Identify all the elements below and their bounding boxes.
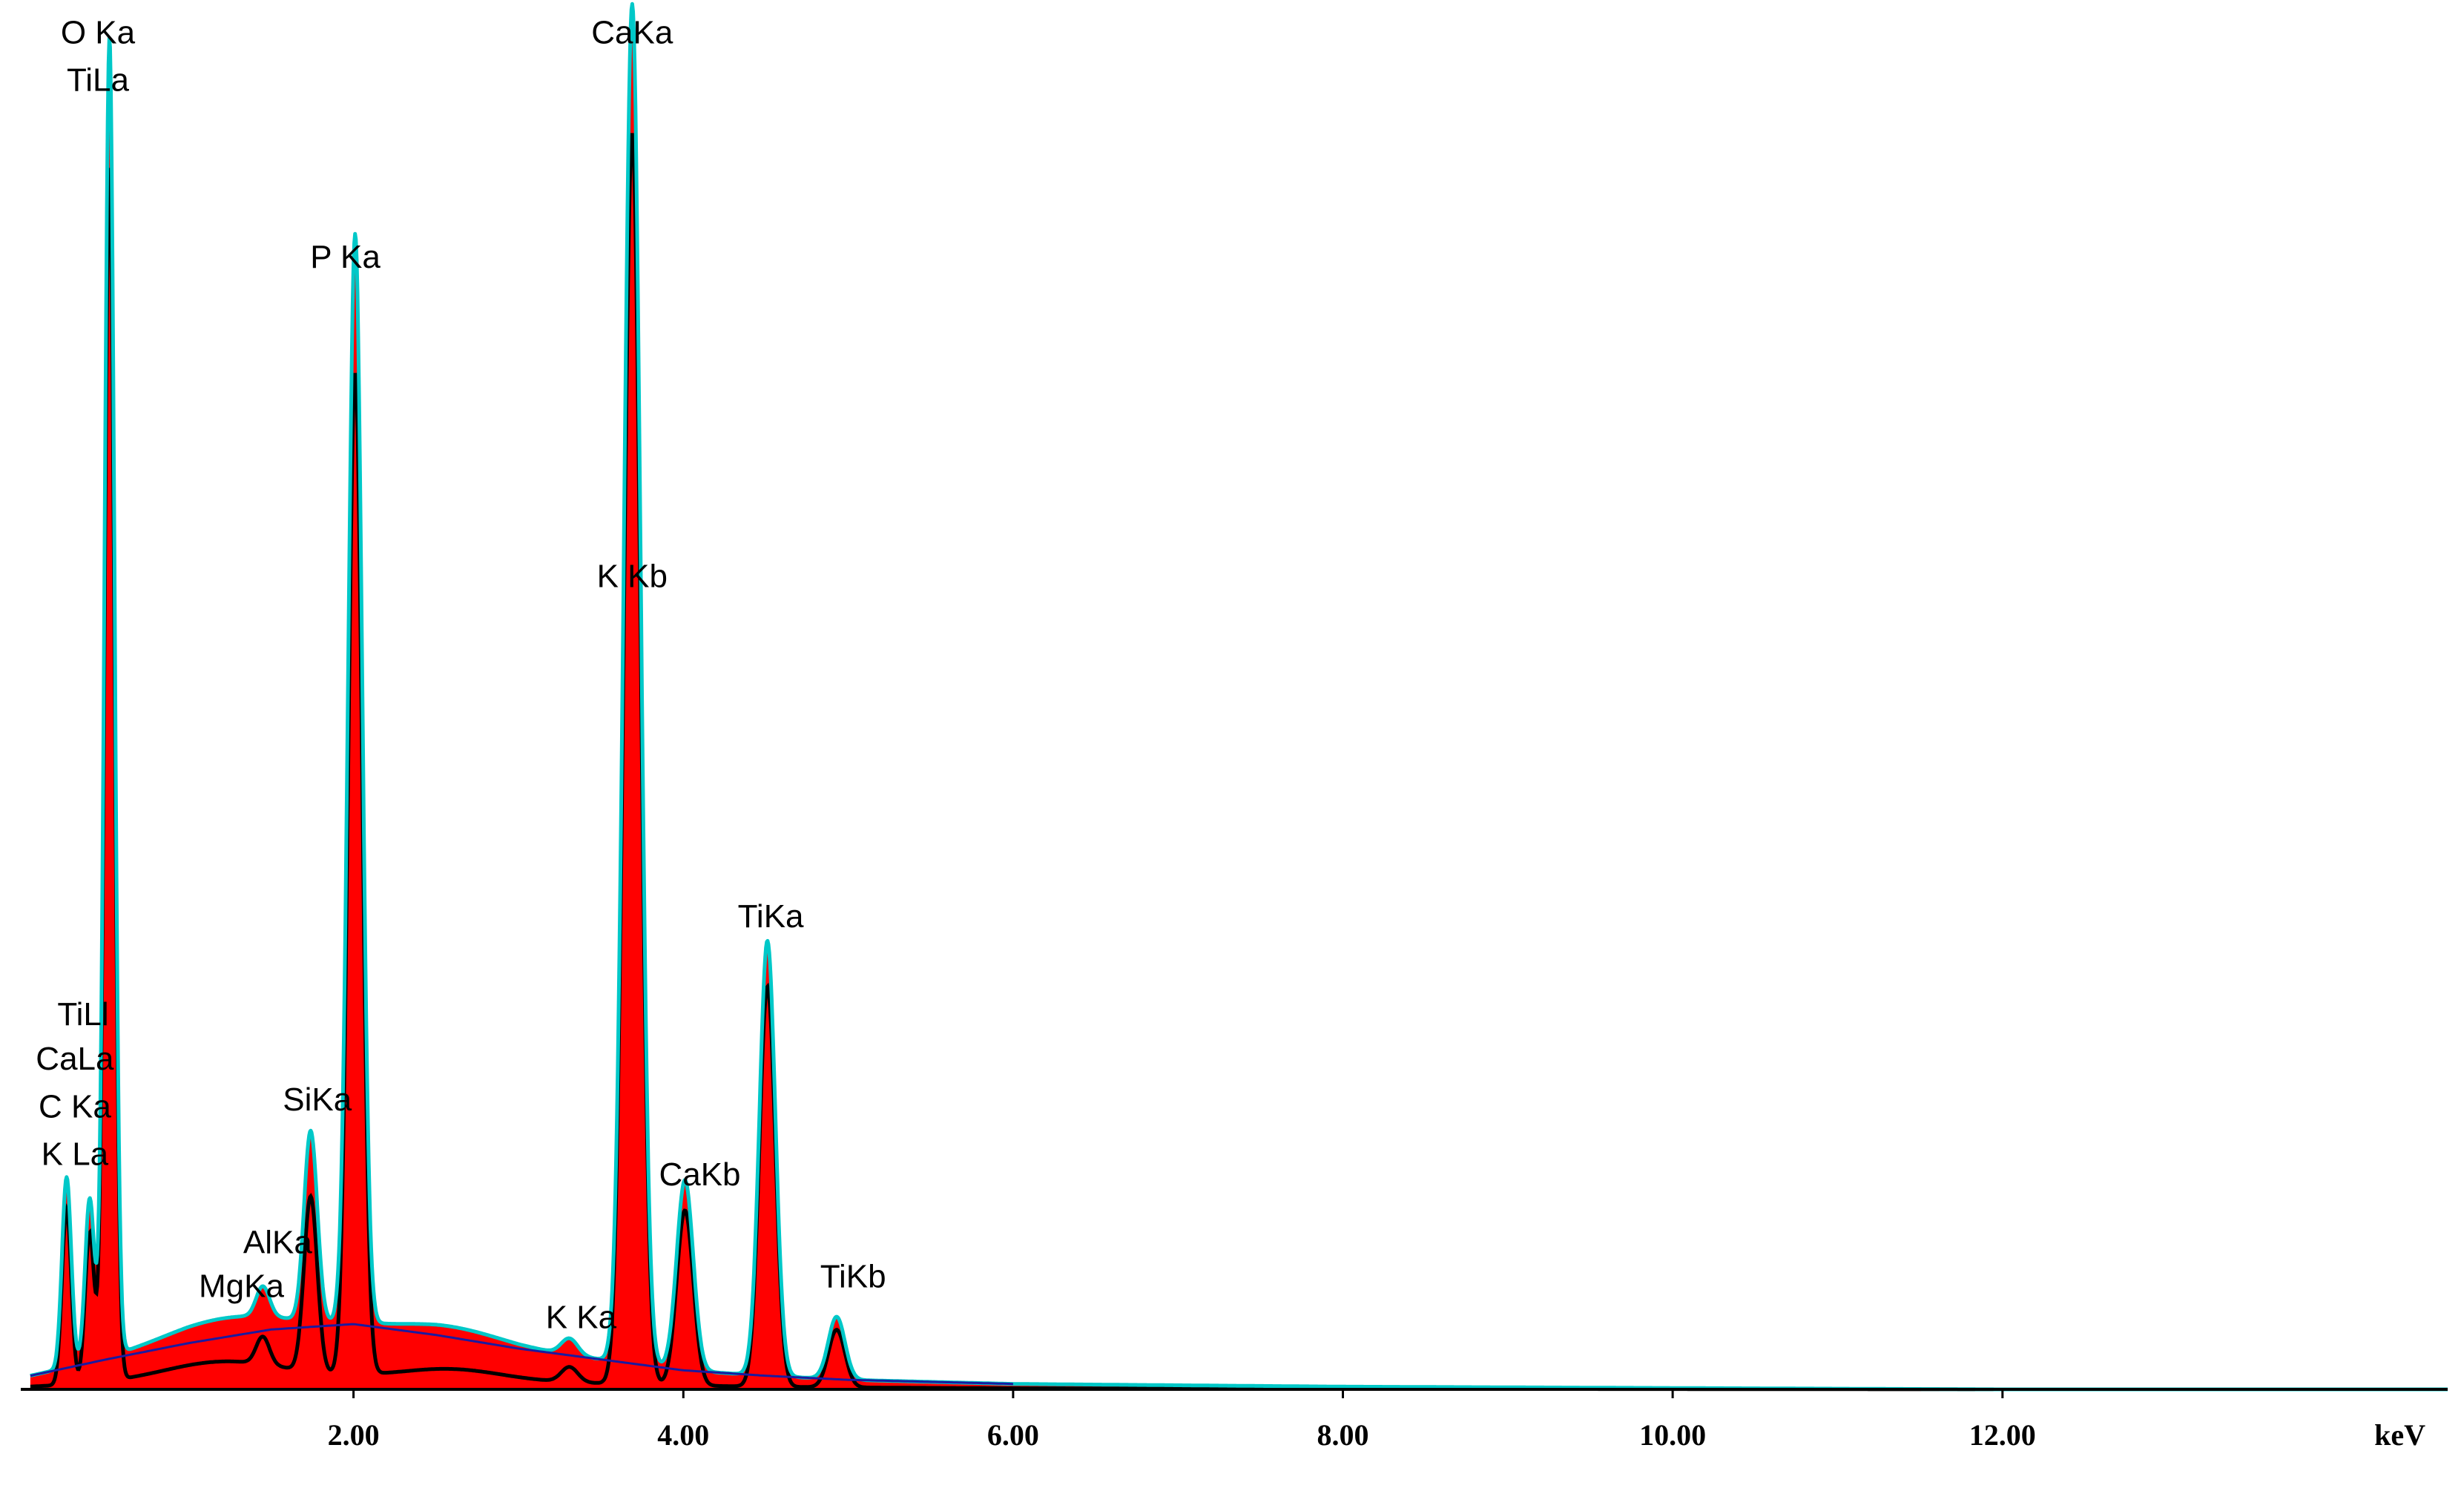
- peak-label: P Ka: [310, 239, 381, 275]
- peak-label: CaLa: [36, 1041, 114, 1077]
- peak-label: CaKa: [591, 14, 673, 50]
- spectrum-area: [30, 4, 2448, 1389]
- x-tick-label: 6.00: [987, 1418, 1039, 1452]
- x-tick-label: 12.00: [1969, 1418, 2036, 1452]
- peak-label: TiKb: [820, 1259, 886, 1295]
- peak-label: SiKa: [283, 1082, 352, 1118]
- x-tick-label: 10.00: [1639, 1418, 1706, 1452]
- x-tick-label: 2.00: [328, 1418, 380, 1452]
- spectrum-layer: [29, 1, 2449, 1392]
- peak-label: TiLl: [57, 996, 108, 1033]
- peak-label: TiLa: [67, 62, 129, 99]
- spectrum-outline: [29, 1, 2449, 1392]
- x-axis-unit-label: keV: [2374, 1418, 2425, 1452]
- peak-label: TiKa: [738, 898, 804, 935]
- spectrum-core-trace: [30, 133, 2448, 1392]
- peak-label: K Kb: [597, 559, 668, 595]
- peak-label: K La: [42, 1136, 109, 1173]
- peak-label: C Ka: [39, 1088, 111, 1125]
- background-fit-line: [30, 1323, 1013, 1386]
- peak-label: K Ka: [546, 1300, 617, 1336]
- peak-label: MgKa: [199, 1268, 284, 1304]
- peak-label: CaKb: [659, 1156, 740, 1193]
- x-tick-label: 8.00: [1317, 1418, 1369, 1452]
- x-tick-label: 4.00: [657, 1418, 709, 1452]
- peak-labels: O Ka TiLa CaKa P Ka K Kb TiKa TiLl CaLa C Ka K La…: [36, 14, 886, 1335]
- peak-label: AlKa: [243, 1225, 312, 1261]
- peak-label: O Ka: [61, 14, 136, 50]
- x-tick-labels: 2.00 4.00 6.00 8.00 10.00 12.00: [328, 1389, 2036, 1452]
